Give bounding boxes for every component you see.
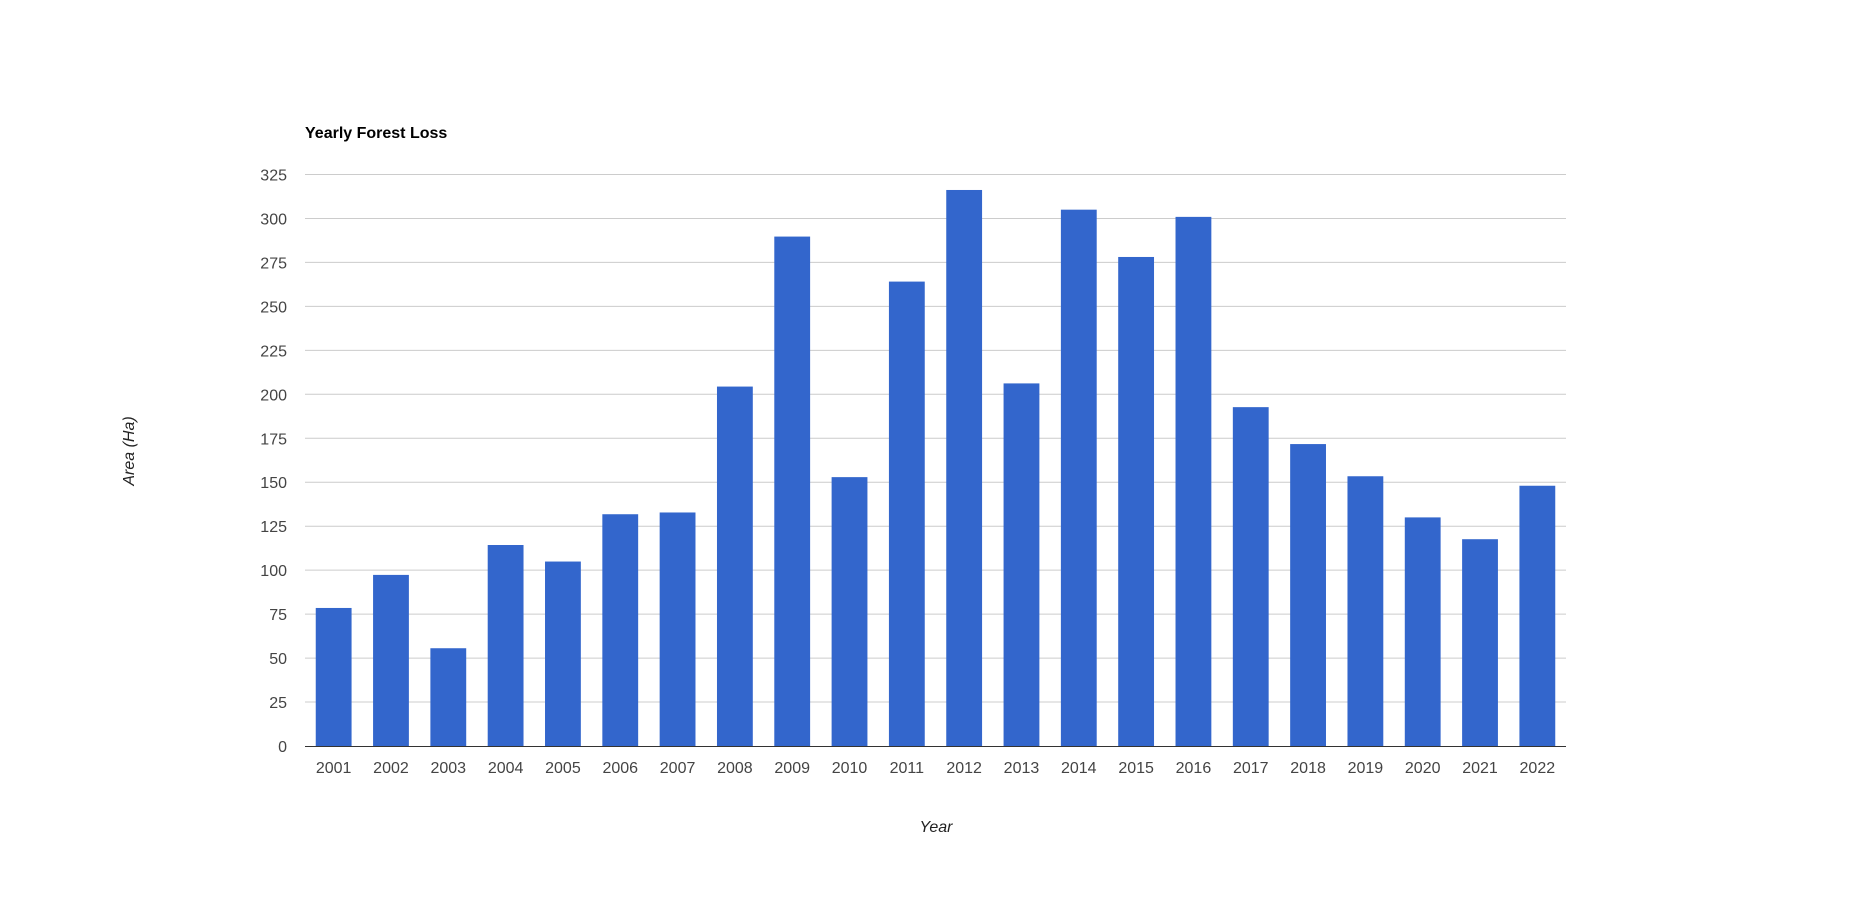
y-tick-label: 275 — [260, 255, 287, 272]
y-tick-labels: 0 25 50 75 100 125 150 175 200 225 250 275 300 325 — [260, 168, 287, 757]
x-tick-label: 2021 — [1462, 760, 1498, 777]
bar-2003[interactable] — [430, 648, 467, 746]
bar-2011[interactable] — [888, 281, 925, 746]
bar-2001[interactable] — [315, 607, 352, 746]
y-tick-label: 75 — [269, 607, 287, 624]
x-tick-label: 2012 — [946, 760, 982, 777]
bar-2004[interactable] — [487, 545, 524, 746]
x-tick-label: 2006 — [602, 760, 638, 777]
x-tick-label: 2002 — [373, 760, 409, 777]
x-tick-label: 2020 — [1405, 760, 1441, 777]
y-tick-label: 325 — [260, 168, 287, 185]
y-tick-label: 150 — [260, 475, 287, 492]
x-tick-label: 2014 — [1061, 760, 1097, 777]
y-tick-label: 250 — [260, 299, 287, 316]
bar-2014[interactable] — [1060, 209, 1097, 746]
x-tick-label: 2007 — [660, 760, 696, 777]
y-tick-label: 200 — [260, 387, 287, 404]
x-tick-label: 2005 — [545, 760, 581, 777]
bar-2021[interactable] — [1462, 539, 1498, 746]
x-tick-label: 2015 — [1118, 760, 1154, 777]
chart-title: Yearly Forest Loss — [305, 125, 447, 142]
x-tick-label: 2011 — [890, 760, 925, 777]
y-tick-label: 100 — [260, 563, 287, 580]
x-tick-label: 2013 — [1004, 760, 1040, 777]
bar-2015[interactable] — [1118, 256, 1155, 746]
bar-2006[interactable] — [602, 514, 639, 746]
x-tick-labels: 2001 2002 2003 2004 2005 2006 2007 2008 2009 2010… — [316, 760, 1555, 777]
x-tick-label: 2022 — [1520, 760, 1556, 777]
bar-2018[interactable] — [1290, 444, 1326, 746]
bar-2022[interactable] — [1519, 485, 1556, 746]
y-tick-label: 175 — [260, 431, 287, 448]
y-tick-label: 225 — [260, 343, 287, 360]
bars — [315, 189, 1556, 747]
y-axis-title: Area (Ha) — [121, 416, 138, 486]
x-tick-label: 2018 — [1290, 760, 1326, 777]
x-axis-title: Year — [920, 819, 954, 836]
y-tick-label: 0 — [278, 739, 287, 756]
bar-2010[interactable] — [831, 477, 868, 746]
x-tick-label: 2019 — [1348, 760, 1384, 777]
x-tick-label: 2003 — [430, 760, 466, 777]
y-tick-label: 300 — [260, 211, 287, 228]
x-tick-label: 2017 — [1233, 760, 1269, 777]
bar-2005[interactable] — [545, 561, 581, 746]
bar-2009[interactable] — [774, 236, 811, 747]
bar-2019[interactable] — [1347, 476, 1384, 746]
bar-2020[interactable] — [1404, 517, 1441, 746]
x-tick-label: 2010 — [832, 760, 868, 777]
bar-2012[interactable] — [946, 189, 983, 746]
x-tick-label: 2008 — [717, 760, 753, 777]
bar-2007[interactable] — [659, 512, 696, 746]
bar-2013[interactable] — [1003, 383, 1040, 746]
x-tick-label: 2004 — [488, 760, 524, 777]
x-tick-label: 2001 — [316, 760, 352, 777]
y-tick-label: 50 — [269, 651, 287, 668]
y-tick-label: 125 — [260, 519, 287, 536]
x-tick-label: 2009 — [774, 760, 810, 777]
bar-2002[interactable] — [373, 574, 409, 746]
bar-2008[interactable] — [716, 386, 753, 746]
bar-2016[interactable] — [1175, 216, 1212, 747]
x-tick-label: 2016 — [1176, 760, 1212, 777]
y-tick-label: 25 — [269, 695, 287, 712]
bar-2017[interactable] — [1232, 407, 1269, 746]
